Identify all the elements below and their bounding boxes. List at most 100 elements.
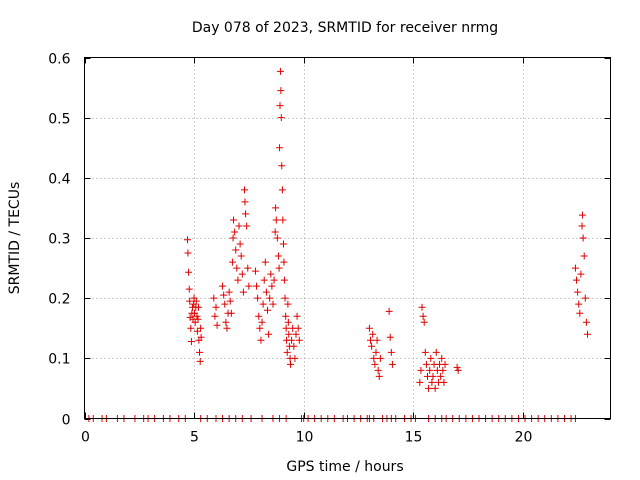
data-point <box>254 294 262 302</box>
data-point <box>425 384 433 392</box>
data-point <box>293 312 301 320</box>
data-point <box>575 300 583 308</box>
data-point <box>437 372 445 380</box>
data-point <box>295 336 303 344</box>
data-point <box>225 288 233 296</box>
y-tick-label: 0 <box>62 413 71 429</box>
data-point <box>578 211 586 219</box>
data-point <box>267 270 275 278</box>
grid-lines <box>84 57 611 419</box>
data-point <box>419 312 427 320</box>
data-point <box>279 216 287 224</box>
data-point <box>237 252 245 260</box>
data-point <box>580 252 588 260</box>
data-point <box>213 321 221 329</box>
data-point <box>373 336 381 344</box>
data-point <box>233 264 241 272</box>
chart-title: Day 078 of 2023, SRMTID for receiver nrm… <box>192 20 498 36</box>
data-point <box>422 360 430 368</box>
data-point <box>576 309 584 317</box>
data-point <box>280 258 288 266</box>
data-point <box>220 291 228 299</box>
data-point <box>418 303 426 311</box>
data-point <box>371 360 379 368</box>
data-point <box>244 264 252 272</box>
data-point <box>417 366 425 374</box>
data-point <box>196 348 204 356</box>
data-point <box>242 210 250 218</box>
data-point <box>228 258 236 266</box>
y-tick-label: 0.3 <box>48 232 70 248</box>
data-point <box>194 315 202 323</box>
data-point <box>368 342 376 350</box>
data-point <box>253 282 261 290</box>
data-point <box>260 276 268 284</box>
data-point <box>221 300 229 308</box>
data-point <box>578 222 586 230</box>
y-tick-label: 0.1 <box>48 352 70 368</box>
data-point <box>427 354 435 362</box>
data-point <box>421 348 429 356</box>
data-point <box>262 288 270 296</box>
data-series-srmtid <box>85 67 591 422</box>
data-point <box>582 318 590 326</box>
data-point <box>453 363 461 371</box>
data-point <box>385 307 393 315</box>
data-point <box>272 216 280 224</box>
data-point <box>219 282 227 290</box>
data-point <box>441 360 449 368</box>
data-point <box>186 297 194 305</box>
data-point <box>211 312 219 320</box>
data-point <box>428 378 436 386</box>
data-point <box>238 270 246 278</box>
data-point <box>266 294 274 302</box>
data-point <box>282 312 290 320</box>
data-point <box>196 357 204 365</box>
data-point <box>256 324 264 332</box>
data-point <box>235 222 243 230</box>
data-point <box>245 282 253 290</box>
x-axis-label: GPS time / hours <box>286 459 403 475</box>
axes: 0 0.1 0.2 0.3 0.4 0.5 0.6 0 5 10 15 20 <box>48 52 611 446</box>
data-point <box>191 318 199 326</box>
data-point <box>387 348 395 356</box>
data-point <box>270 276 278 284</box>
data-point <box>271 228 279 236</box>
data-point <box>372 348 380 356</box>
data-point <box>187 324 195 332</box>
data-point <box>259 300 267 308</box>
data-point <box>241 198 249 206</box>
data-point <box>251 267 259 275</box>
data-point <box>194 303 202 311</box>
data-point <box>420 318 428 326</box>
data-point <box>571 264 579 272</box>
x-tick-label: 20 <box>515 430 533 446</box>
data-point <box>184 236 192 244</box>
data-point <box>272 204 280 212</box>
data-point <box>290 342 298 350</box>
data-point <box>274 252 282 260</box>
data-point <box>193 312 201 320</box>
data-point <box>283 348 291 356</box>
data-point <box>285 330 293 338</box>
data-point <box>243 222 251 230</box>
data-point <box>275 264 283 272</box>
data-point <box>416 378 424 386</box>
y-tick-label: 0.2 <box>48 292 70 308</box>
data-point <box>282 324 290 332</box>
data-point <box>276 144 284 152</box>
data-point <box>187 337 195 345</box>
data-point <box>277 114 285 122</box>
data-point <box>365 324 373 332</box>
plot-frame <box>84 57 611 419</box>
data-point <box>231 228 239 236</box>
data-point <box>273 234 281 242</box>
y-tick-label: 0.4 <box>48 172 70 188</box>
data-point <box>583 330 591 338</box>
data-point <box>439 366 447 374</box>
data-point <box>234 276 242 284</box>
y-axis-label: SRMTID / TECUs <box>7 182 23 295</box>
data-point <box>291 354 299 362</box>
data-point <box>226 297 234 305</box>
data-point <box>261 258 269 266</box>
